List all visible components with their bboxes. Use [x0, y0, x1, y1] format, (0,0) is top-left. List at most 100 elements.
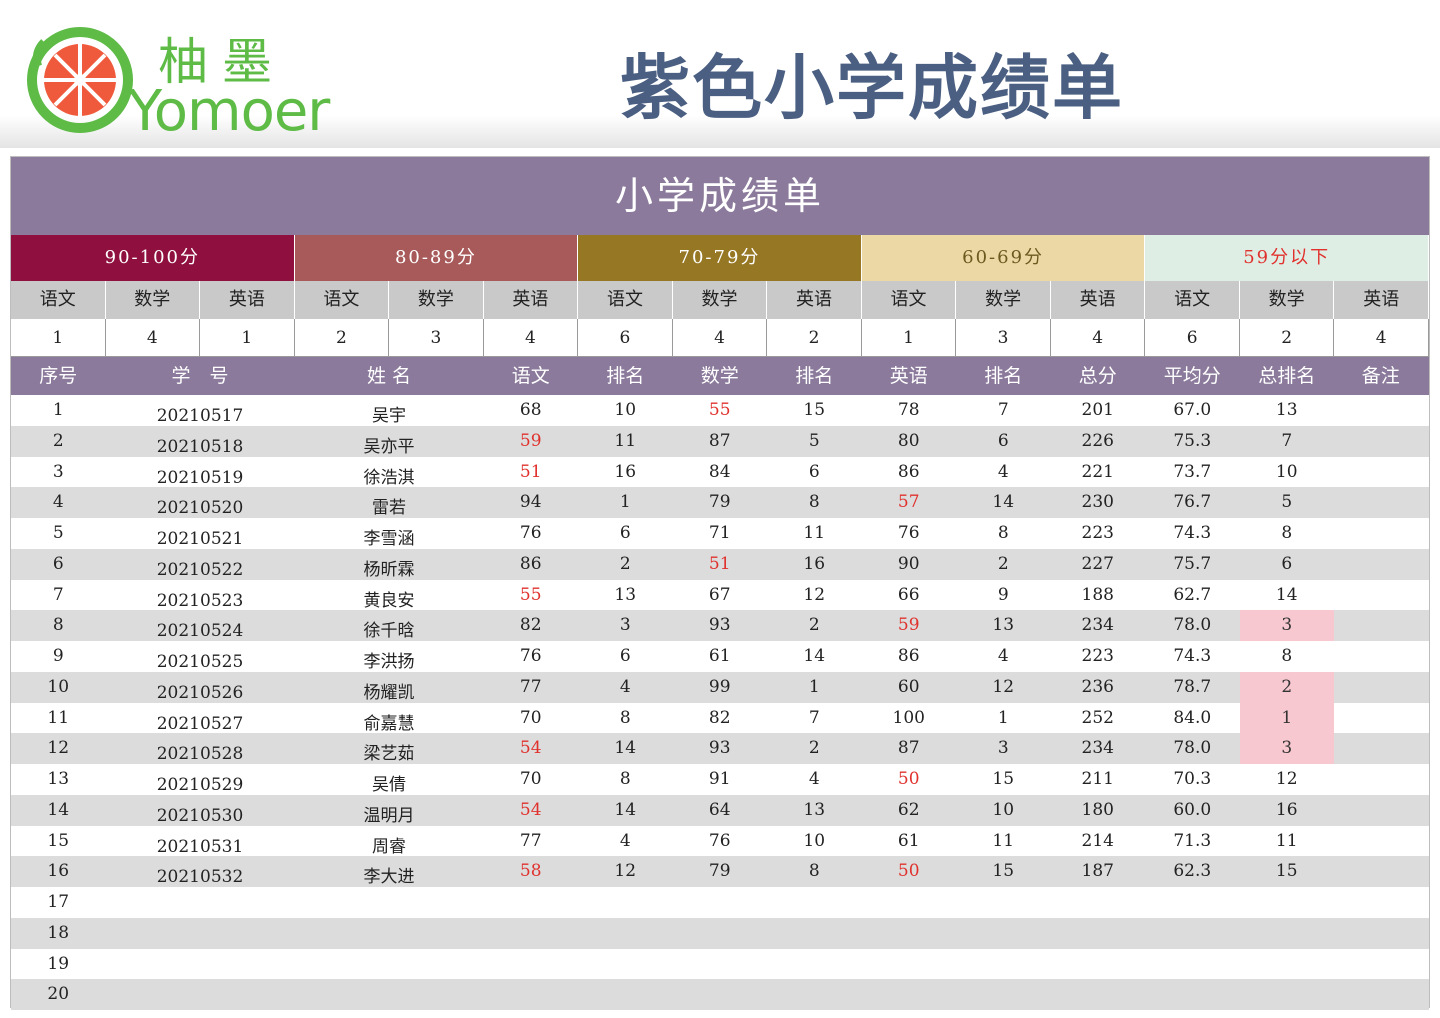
table-cell[interactable] [1334, 580, 1428, 611]
table-cell[interactable]: 10 [47, 676, 70, 697]
table-cell[interactable]: 71 [708, 523, 731, 543]
table-cell[interactable]: 226 [1081, 430, 1114, 451]
table-cell[interactable]: 11 [1275, 830, 1298, 851]
table-cell[interactable]: 70 [519, 707, 542, 728]
table-cell[interactable]: 76 [708, 830, 731, 851]
table-cell[interactable]: 5 [1281, 492, 1293, 513]
table-cell[interactable]: 16 [803, 553, 826, 574]
table-cell[interactable]: 12 [614, 861, 637, 882]
table-cell[interactable]: 16 [47, 861, 70, 882]
table-cell[interactable] [1334, 549, 1428, 580]
table-cell[interactable] [578, 979, 673, 1010]
table-cell[interactable]: 11 [803, 523, 826, 543]
table-cell[interactable]: 76.7 [1173, 492, 1212, 513]
table-cell[interactable]: 180 [1081, 799, 1114, 820]
table-cell[interactable]: 8 [52, 615, 64, 636]
table-cell[interactable]: 4 [997, 646, 1009, 666]
table-cell[interactable]: 86 [897, 646, 920, 666]
table-cell[interactable]: 18 [47, 922, 70, 943]
table-cell[interactable] [862, 979, 957, 1010]
count-value[interactable]: 2 [294, 319, 390, 357]
table-cell[interactable] [767, 979, 862, 1010]
table-cell[interactable] [1334, 457, 1428, 488]
table-cell[interactable] [484, 918, 579, 949]
table-cell[interactable]: 李雪涵 [363, 529, 415, 549]
table-cell[interactable] [673, 979, 768, 1010]
table-cell[interactable]: 16 [1275, 799, 1298, 820]
table-cell[interactable]: 20210520 [156, 498, 244, 519]
table-cell[interactable]: 223 [1081, 523, 1114, 543]
table-cell[interactable]: 99 [708, 676, 731, 697]
table-cell[interactable]: 1 [808, 676, 820, 697]
table-cell[interactable]: 1 [997, 707, 1009, 728]
table-cell[interactable]: 74.3 [1173, 646, 1212, 666]
table-cell[interactable] [767, 887, 862, 918]
count-value[interactable]: 6 [1145, 319, 1240, 357]
table-cell[interactable]: 62.3 [1173, 861, 1212, 882]
table-cell[interactable]: 78 [897, 400, 920, 420]
table-cell[interactable]: 236 [1081, 676, 1114, 697]
table-cell[interactable] [578, 887, 673, 918]
table-cell[interactable] [1051, 887, 1146, 918]
table-cell[interactable]: 14 [992, 492, 1015, 513]
table-cell[interactable]: 15 [47, 830, 70, 851]
table-cell[interactable] [106, 887, 295, 918]
table-cell[interactable]: 2 [52, 430, 64, 451]
count-value[interactable]: 1 [200, 319, 295, 357]
table-cell[interactable]: 7 [808, 707, 820, 728]
table-cell[interactable]: 2 [619, 553, 631, 574]
table-cell[interactable] [1334, 856, 1428, 887]
table-cell[interactable] [1334, 703, 1428, 734]
table-cell[interactable]: 12 [1275, 769, 1298, 789]
table-cell[interactable] [1240, 949, 1335, 980]
table-cell[interactable] [1240, 918, 1335, 949]
table-cell[interactable]: 94 [519, 492, 542, 513]
table-cell[interactable]: 78.7 [1173, 676, 1212, 697]
table-cell[interactable]: 吴宇 [372, 406, 406, 426]
table-cell[interactable]: 11 [614, 430, 637, 451]
table-cell[interactable]: 223 [1081, 646, 1114, 666]
table-cell[interactable]: 20210531 [156, 836, 244, 857]
table-cell[interactable]: 57 [897, 492, 920, 513]
table-cell[interactable]: 20210528 [156, 744, 244, 765]
table-cell[interactable]: 93 [708, 615, 731, 636]
table-cell[interactable]: 71.3 [1173, 830, 1212, 851]
table-cell[interactable] [1334, 395, 1428, 426]
table-cell[interactable]: 10 [614, 400, 637, 420]
table-cell[interactable]: 221 [1081, 461, 1114, 482]
table-cell[interactable]: 13 [614, 584, 637, 605]
table-cell[interactable]: 79 [708, 861, 731, 882]
table-cell[interactable]: 20210529 [156, 775, 244, 795]
table-cell[interactable]: 2 [808, 615, 820, 636]
table-cell[interactable]: 86 [519, 553, 542, 574]
table-cell[interactable]: 20210523 [156, 590, 244, 611]
table-cell[interactable] [1334, 610, 1428, 641]
table-cell[interactable] [1334, 979, 1428, 1010]
table-cell[interactable] [767, 918, 862, 949]
table-cell[interactable]: 20210522 [156, 559, 244, 580]
table-cell[interactable]: 77 [519, 830, 542, 851]
table-cell[interactable] [862, 949, 957, 980]
table-cell[interactable]: 20210525 [156, 652, 244, 672]
table-cell[interactable]: 20210518 [156, 436, 244, 457]
table-cell[interactable] [295, 979, 484, 1010]
table-cell[interactable]: 13 [1275, 400, 1298, 420]
table-cell[interactable]: 252 [1081, 707, 1114, 728]
table-cell[interactable]: 吴亦平 [363, 436, 415, 457]
count-value[interactable]: 6 [578, 319, 673, 357]
table-cell[interactable] [484, 979, 579, 1010]
count-value[interactable]: 1 [861, 319, 957, 357]
table-cell[interactable]: 227 [1081, 553, 1114, 574]
count-value[interactable]: 4 [1050, 319, 1146, 357]
table-cell[interactable]: 12 [803, 584, 826, 605]
table-cell[interactable] [106, 918, 295, 949]
table-cell[interactable] [1334, 426, 1428, 457]
table-cell[interactable]: 19 [47, 953, 70, 974]
table-cell[interactable]: 230 [1081, 492, 1114, 513]
table-cell[interactable]: 11 [992, 830, 1015, 851]
table-cell[interactable]: 3 [619, 615, 631, 636]
table-cell[interactable]: 20210527 [156, 713, 244, 734]
table-cell[interactable]: 214 [1081, 830, 1114, 851]
table-cell[interactable]: 1 [1239, 702, 1334, 734]
table-cell[interactable]: 4 [997, 461, 1009, 482]
